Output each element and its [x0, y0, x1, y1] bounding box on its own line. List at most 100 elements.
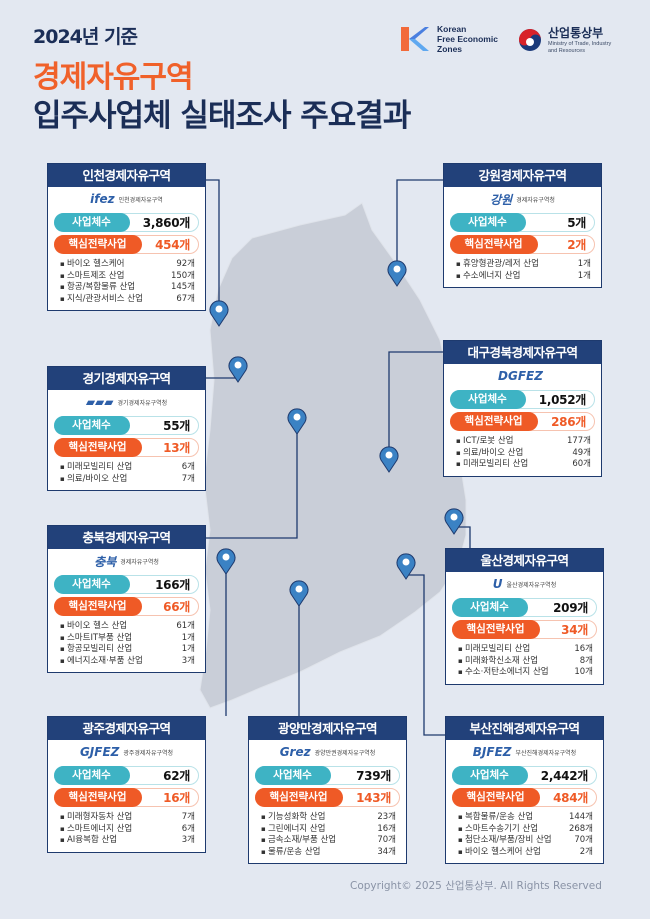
- logo-text: 광주경제자유구역청: [123, 749, 174, 757]
- industry-item: 수소·저탄소에너지 산업 10개: [458, 667, 593, 679]
- logo-text: 경제자유구역청: [120, 558, 159, 566]
- connector-ulsan: [454, 526, 471, 548]
- industry-item: 에너지소재·부품 산업 3개: [60, 656, 195, 668]
- companies-row: 사업체수 3,860개: [53, 213, 199, 232]
- title-line-2: 입주사업체 실태조사 주요결과: [33, 98, 411, 134]
- location-pin-icon: [287, 408, 307, 435]
- industry-count: 1개: [181, 632, 195, 643]
- industry-count: 2개: [579, 846, 593, 857]
- companies-label: 사업체수: [53, 766, 130, 785]
- companies-label: 사업체수: [53, 575, 130, 594]
- strategic-row: 핵심전략사업 286개: [449, 412, 595, 431]
- companies-label: 사업체수: [451, 766, 528, 785]
- industry-list: ICT/로봇 산업 177개의료/바이오 산업 49개미래모빌리티 산업 60개: [444, 434, 601, 476]
- industry-list: 바이오 헬스 산업61개스마트IT부품 산업1개항공모빌리티 산업1개에너지소재…: [48, 619, 205, 672]
- industry-count: 144개: [568, 812, 593, 822]
- industry-name: 스마트에너지 산업: [60, 824, 132, 836]
- industry-name: 미래모빌리티 산업: [60, 462, 132, 474]
- industry-item: 미래모빌리티 산업 6개: [60, 462, 195, 474]
- industry-count: 23개: [377, 812, 396, 822]
- logo-mark: 충북: [94, 554, 117, 569]
- location-pin-icon: [387, 260, 407, 287]
- logo-mark: BJFEZ: [472, 745, 512, 759]
- companies-row: 사업체수 166개: [53, 575, 199, 594]
- companies-label: 사업체수: [451, 598, 528, 617]
- companies-row: 사업체수 209개: [451, 598, 597, 617]
- logo-mark: Grez: [279, 745, 311, 759]
- industry-count: 3개: [181, 655, 195, 666]
- zone-name: 강원경제자유구역: [444, 164, 601, 187]
- industry-item: 바이오 헬스 산업 61개: [60, 621, 195, 633]
- strategic-label: 핵심전략사업: [451, 620, 540, 639]
- industry-item: 바이오 헬스케어 산업 2개: [458, 847, 593, 859]
- industry-count: 70개: [377, 835, 396, 845]
- strategic-label: 핵심전략사업: [53, 597, 142, 616]
- zone-card-gwangju: 광주경제자유구역 GJFEZ 광주경제자유구역청 사업체수 62개 핵심전략사업 16…: [47, 716, 206, 853]
- companies-label: 사업체수: [53, 213, 130, 232]
- kfez-k-icon: [401, 27, 429, 51]
- industry-item: 항공/복합물류 산업 145개: [60, 282, 195, 294]
- companies-value: 166개: [155, 578, 190, 592]
- kfez-text: Free Economic: [437, 34, 498, 44]
- industry-name: 의료/바이오 산업: [456, 448, 523, 460]
- strategic-label: 핵심전략사업: [254, 788, 343, 807]
- zone-logo: DGFEZ: [444, 364, 601, 388]
- companies-label: 사업체수: [254, 766, 331, 785]
- industry-name: 복합물류/운송 산업: [458, 812, 533, 824]
- industry-count: 34개: [377, 846, 396, 857]
- industry-item: 수소에너지 산업 1개: [456, 271, 591, 283]
- zone-name: 충북경제자유구역: [48, 526, 205, 549]
- companies-value: 62개: [163, 769, 190, 783]
- industry-list: 복합물류/운송 산업 144개스마트수송기기 산업 268개첨단소재/부품/장비 산…: [446, 810, 603, 863]
- logo-text: 인천경제자유구역: [118, 196, 163, 204]
- industry-name: 항공모빌리티 산업: [60, 644, 132, 656]
- zone-card-busan: 부산진해경제자유구역 BJFEZ 부산진해경제자유구역청 사업체수 2,442개 핵…: [445, 716, 604, 864]
- companies-row: 사업체수 739개: [254, 766, 400, 785]
- industry-name: 수소·저탄소에너지 산업: [458, 667, 549, 679]
- ministry-english: and Resources: [548, 48, 585, 54]
- industry-name: 스마트IT부품 산업: [60, 633, 132, 645]
- zone-logo: 강원 경제자유구역청: [444, 187, 601, 211]
- industry-item: 그린에너지 산업 16개: [261, 824, 396, 836]
- companies-value: 3,860개: [142, 216, 191, 230]
- industry-name: 수소에너지 산업: [456, 271, 520, 283]
- kfez-text: Zones: [437, 44, 463, 54]
- industry-name: 물류/운송 산업: [261, 847, 321, 859]
- ministry-logo: 산업통상부 Ministry of Trade, Industry and Reso…: [518, 24, 611, 55]
- strategic-label: 핵심전략사업: [449, 235, 538, 254]
- strategic-row: 핵심전략사업 484개: [451, 788, 597, 807]
- industry-count: 16개: [377, 823, 396, 834]
- kfez-text: Korean: [437, 24, 467, 34]
- companies-label: 사업체수: [449, 213, 526, 232]
- zone-card-gwangyang: 광양만경제자유구역 Grez 광양만권경제자유구역청 사업체수 739개 핵심전략사…: [248, 716, 407, 864]
- industry-name: ICT/로봇 산업: [456, 436, 513, 448]
- strategic-label: 핵심전략사업: [53, 788, 142, 807]
- industry-count: 67개: [176, 293, 195, 304]
- industry-name: 휴양형관광/레저 산업: [456, 259, 539, 271]
- industry-item: 휴양형관광/레저 산업 1개: [456, 259, 591, 271]
- zone-logo: Grez 광양만권경제자유구역청: [249, 740, 406, 764]
- industry-item: 스마트제조 산업 150개: [60, 271, 195, 283]
- location-pin-icon: [289, 580, 309, 607]
- logo-mark: ifez: [90, 192, 115, 206]
- strategic-value: 454개: [155, 238, 190, 252]
- industry-name: 미래화학신소재 산업: [458, 656, 538, 668]
- industry-count: 6개: [181, 823, 195, 834]
- strategic-row: 핵심전략사업 2개: [449, 235, 595, 254]
- strategic-value: 13개: [163, 441, 190, 455]
- zone-logo: GJFEZ 광주경제자유구역청: [48, 740, 205, 764]
- industry-count: 6개: [181, 462, 195, 472]
- logo-mark: GJFEZ: [79, 745, 120, 759]
- industry-name: 항공/복합물류 산업: [60, 282, 135, 294]
- zone-card-gyeonggi: 경기경제자유구역 ▰▰▰ 경기경제자유구역청 사업체수 55개 핵심전략사업 13개 …: [47, 366, 206, 491]
- location-pin-icon: [379, 446, 399, 473]
- industry-count: 7개: [181, 812, 195, 822]
- strategic-value: 286개: [551, 415, 586, 429]
- industry-count: 150개: [170, 270, 195, 281]
- location-pin-icon: [444, 508, 464, 535]
- strategic-value: 34개: [561, 623, 588, 637]
- industry-count: 3개: [181, 835, 195, 845]
